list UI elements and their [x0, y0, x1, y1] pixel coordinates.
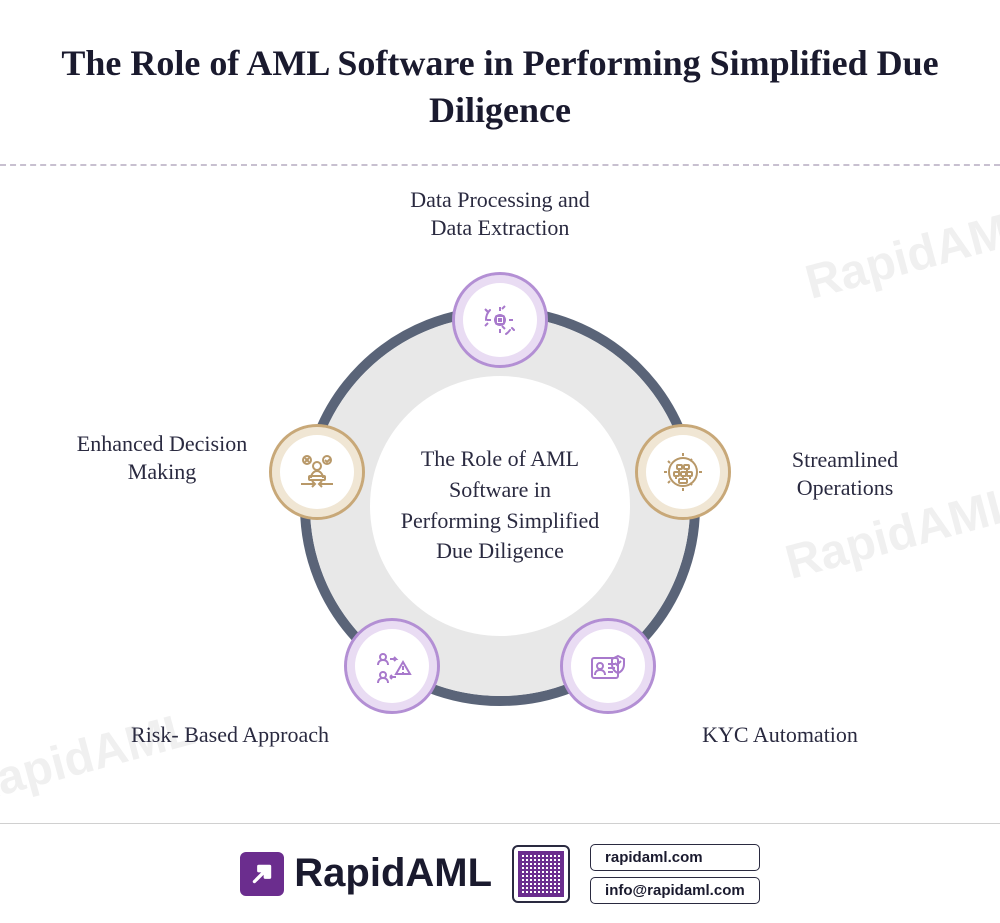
risk-warning-icon — [368, 642, 416, 690]
node-label-data-processing: Data Processing and Data Extraction — [400, 186, 600, 243]
node-label-risk-based: Risk- Based Approach — [130, 721, 330, 750]
logo: RapidAML — [240, 851, 492, 896]
id-shield-icon — [584, 642, 632, 690]
page-title: The Role of AML Software in Performing S… — [60, 40, 940, 134]
gear-doc-icon — [476, 296, 524, 344]
ring-inner: The Role of AML Software in Performing S… — [370, 376, 630, 636]
node-streamlined-ops — [635, 424, 731, 520]
center-text: The Role of AML Software in Performing S… — [400, 444, 600, 567]
logo-arrow-icon — [240, 852, 284, 896]
decision-person-icon — [293, 448, 341, 496]
node-data-processing — [452, 272, 548, 368]
node-label-kyc-automation: KYC Automation — [680, 721, 880, 750]
watermark: RapidAML — [800, 196, 1000, 311]
watermark: RapidAML — [0, 701, 200, 816]
email-link: info@rapidaml.com — [590, 877, 760, 904]
title-section: The Role of AML Software in Performing S… — [0, 0, 1000, 164]
footer: RapidAML rapidaml.com info@rapidaml.com — [0, 823, 1000, 923]
contact-block: rapidaml.com info@rapidaml.com — [590, 844, 760, 904]
node-label-enhanced-decision: Enhanced Decision Making — [62, 430, 262, 487]
node-kyc-automation — [560, 618, 656, 714]
flow-gear-icon — [659, 448, 707, 496]
brand-name: RapidAML — [294, 851, 492, 896]
radial-diagram: RapidAML RapidAML RapidAML The Role of A… — [0, 186, 1000, 826]
separator — [0, 164, 1000, 166]
node-enhanced-decision — [269, 424, 365, 520]
website-link: rapidaml.com — [590, 844, 760, 871]
node-risk-based — [344, 618, 440, 714]
node-label-streamlined-ops: Streamlined Operations — [745, 446, 945, 503]
qr-code — [512, 845, 570, 903]
